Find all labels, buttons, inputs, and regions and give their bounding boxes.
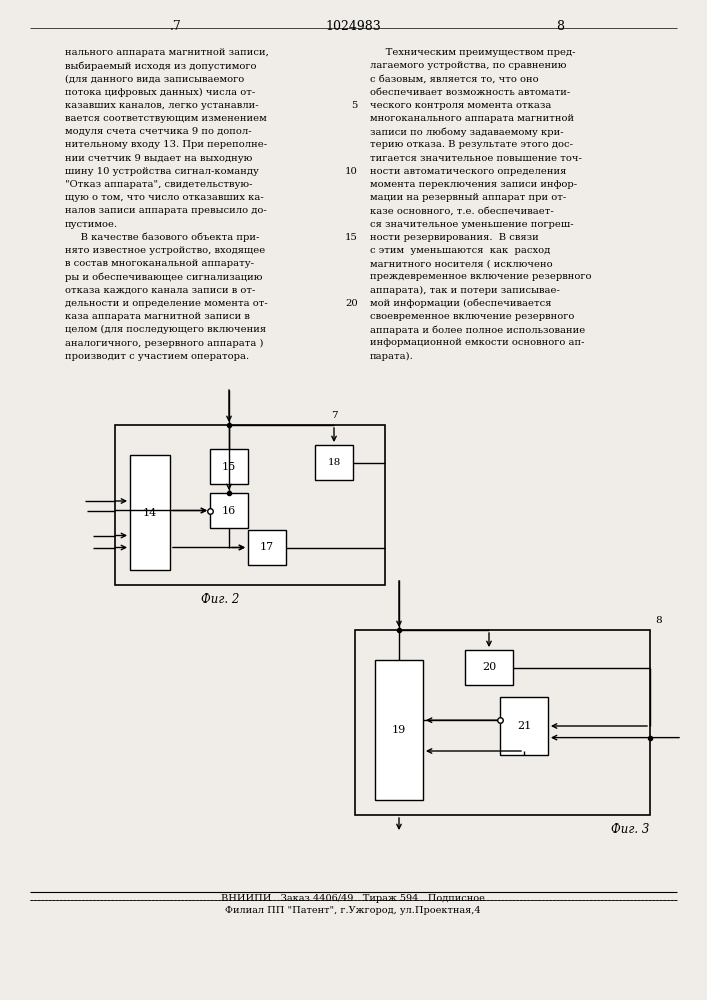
Bar bbox=[210, 449, 248, 484]
Text: Фиг. 3: Фиг. 3 bbox=[611, 823, 649, 836]
Text: 18: 18 bbox=[327, 458, 341, 467]
Text: 10: 10 bbox=[345, 167, 358, 176]
Text: ры и обеспечивающее сигнализацию: ры и обеспечивающее сигнализацию bbox=[65, 272, 262, 282]
Text: пустимое.: пустимое. bbox=[65, 220, 118, 229]
Bar bbox=[315, 445, 353, 480]
Text: записи по любому задаваемому кри-: записи по любому задаваемому кри- bbox=[370, 127, 563, 137]
Text: отказа каждого канала записи в от-: отказа каждого канала записи в от- bbox=[65, 286, 255, 295]
Text: .7: .7 bbox=[170, 20, 182, 33]
Bar bbox=[500, 697, 548, 755]
Text: 7: 7 bbox=[331, 411, 337, 420]
Text: 15: 15 bbox=[345, 233, 358, 242]
Text: производит с участием оператора.: производит с участием оператора. bbox=[65, 352, 249, 361]
Text: тигается значительное повышение точ-: тигается значительное повышение точ- bbox=[370, 154, 582, 163]
Text: мации на резервный аппарат при от-: мации на резервный аппарат при от- bbox=[370, 193, 566, 202]
Text: дельности и определение момента от-: дельности и определение момента от- bbox=[65, 299, 268, 308]
Text: ческого контроля момента отказа: ческого контроля момента отказа bbox=[370, 101, 551, 110]
Bar bbox=[130, 455, 170, 570]
Bar bbox=[375, 660, 423, 800]
Text: информационной емкости основного ап-: информационной емкости основного ап- bbox=[370, 338, 585, 347]
Text: 21: 21 bbox=[517, 721, 531, 731]
Text: ВНИИПИ   Заказ 4406/49   Тираж 594   Подписное: ВНИИПИ Заказ 4406/49 Тираж 594 Подписное bbox=[221, 894, 485, 903]
Text: 20: 20 bbox=[482, 662, 496, 672]
Text: 20: 20 bbox=[345, 299, 358, 308]
Text: целом (для последующего включения: целом (для последующего включения bbox=[65, 325, 266, 334]
Text: нительному входу 13. При переполне-: нительному входу 13. При переполне- bbox=[65, 140, 267, 149]
Text: 15: 15 bbox=[222, 462, 236, 472]
Text: Фиг. 2: Фиг. 2 bbox=[201, 593, 239, 606]
Text: с базовым, является то, что оно: с базовым, является то, что оно bbox=[370, 74, 539, 83]
Text: парата).: парата). bbox=[370, 352, 414, 361]
Text: 1024983: 1024983 bbox=[325, 20, 381, 33]
Text: "Отказ аппарата", свидетельствую-: "Отказ аппарата", свидетельствую- bbox=[65, 180, 252, 189]
Text: 8: 8 bbox=[655, 616, 662, 625]
Text: нии счетчик 9 выдает на выходную: нии счетчик 9 выдает на выходную bbox=[65, 154, 252, 163]
Text: выбираемый исходя из допустимого: выбираемый исходя из допустимого bbox=[65, 61, 257, 71]
Text: потока цифровых данных) числа от-: потока цифровых данных) числа от- bbox=[65, 88, 255, 97]
Text: 14: 14 bbox=[143, 508, 157, 518]
Text: (для данного вида записываемого: (для данного вида записываемого bbox=[65, 74, 244, 83]
Text: обеспечивает возможность автомати-: обеспечивает возможность автомати- bbox=[370, 88, 571, 97]
Text: ся значительное уменьшение погреш-: ся значительное уменьшение погреш- bbox=[370, 220, 573, 229]
Text: аппарата), так и потери записывае-: аппарата), так и потери записывае- bbox=[370, 286, 560, 295]
Bar bbox=[465, 650, 513, 685]
Text: нального аппарата магнитной записи,: нального аппарата магнитной записи, bbox=[65, 48, 269, 57]
Text: вается соответствующим изменением: вается соответствующим изменением bbox=[65, 114, 267, 123]
Text: лагаемого устройства, по сравнению: лагаемого устройства, по сравнению bbox=[370, 61, 566, 70]
Bar bbox=[248, 530, 286, 565]
Text: налов записи аппарата превысило до-: налов записи аппарата превысило до- bbox=[65, 206, 267, 215]
Text: терию отказа. В результате этого дос-: терию отказа. В результате этого дос- bbox=[370, 140, 573, 149]
Text: момента переключения записи инфор-: момента переключения записи инфор- bbox=[370, 180, 577, 189]
Text: аналогичного, резервного аппарата ): аналогичного, резервного аппарата ) bbox=[65, 338, 264, 348]
Text: 16: 16 bbox=[222, 506, 236, 516]
Text: Техническим преимуществом пред-: Техническим преимуществом пред- bbox=[370, 48, 575, 57]
Text: Филиал ПП "Патент", г.Ужгород, ул.Проектная,4: Филиал ПП "Патент", г.Ужгород, ул.Проект… bbox=[226, 906, 481, 915]
Text: щую о том, что число отказавших ка-: щую о том, что число отказавших ка- bbox=[65, 193, 264, 202]
Text: аппарата и более полное использование: аппарата и более полное использование bbox=[370, 325, 585, 335]
Text: казе основного, т.е. обеспечивает-: казе основного, т.е. обеспечивает- bbox=[370, 206, 554, 215]
Text: мой информации (обеспечивается: мой информации (обеспечивается bbox=[370, 299, 551, 308]
Text: нято известное устройство, входящее: нято известное устройство, входящее bbox=[65, 246, 265, 255]
Text: ности автоматического определения: ности автоматического определения bbox=[370, 167, 566, 176]
Bar bbox=[115, 425, 385, 585]
Bar bbox=[210, 493, 248, 528]
Text: казавших каналов, легко устанавли-: казавших каналов, легко устанавли- bbox=[65, 101, 259, 110]
Text: модуля счета счетчика 9 по допол-: модуля счета счетчика 9 по допол- bbox=[65, 127, 252, 136]
Bar bbox=[355, 630, 650, 815]
Text: своевременное включение резервного: своевременное включение резервного bbox=[370, 312, 574, 321]
Text: шину 10 устройства сигнал-команду: шину 10 устройства сигнал-команду bbox=[65, 167, 259, 176]
Text: 5: 5 bbox=[351, 101, 358, 110]
Text: ности резервирования.  В связи: ности резервирования. В связи bbox=[370, 233, 539, 242]
Text: в состав многоканальной аппарату-: в состав многоканальной аппарату- bbox=[65, 259, 254, 268]
Text: магнитного носителя ( исключено: магнитного носителя ( исключено bbox=[370, 259, 553, 268]
Text: 17: 17 bbox=[260, 542, 274, 552]
Text: 19: 19 bbox=[392, 725, 406, 735]
Text: 8: 8 bbox=[556, 20, 564, 33]
Text: многоканального аппарата магнитной: многоканального аппарата магнитной bbox=[370, 114, 574, 123]
Text: преждевременное включение резервного: преждевременное включение резервного bbox=[370, 272, 592, 281]
Text: В качестве базового объекта при-: В качестве базового объекта при- bbox=[65, 233, 259, 242]
Text: каза аппарата магнитной записи в: каза аппарата магнитной записи в bbox=[65, 312, 250, 321]
Text: с этим  уменьшаются  как  расход: с этим уменьшаются как расход bbox=[370, 246, 550, 255]
